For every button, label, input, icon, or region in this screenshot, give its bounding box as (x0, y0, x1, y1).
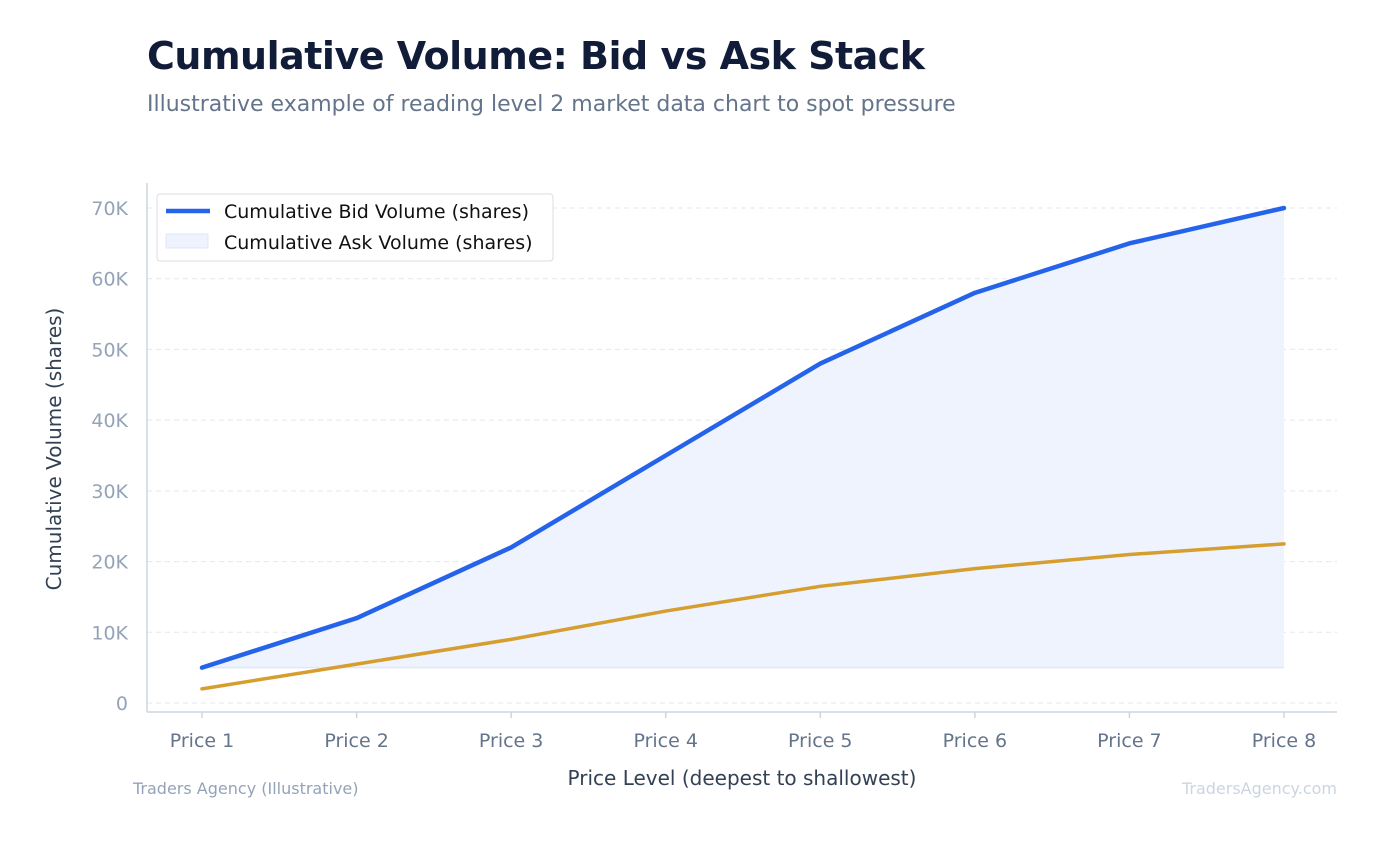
x-tick-label: Price 3 (479, 730, 543, 752)
axis-layer: 0 10K 20K 30K 40K 50K 60K 70K Price 1 Price 2 Pric… (91, 183, 1337, 752)
x-tick-label: Price 4 (633, 730, 697, 752)
legend: Cumulative Bid Volume (shares) Cumulative… (156, 193, 554, 262)
y-tick-label: 10K (91, 622, 128, 644)
series-line-ask (200, 542, 1286, 691)
y-tick-label: 70K (91, 198, 128, 220)
series-layer (199, 205, 1287, 691)
x-tick-label: Price 7 (1097, 730, 1161, 752)
y-tick-label: 40K (91, 410, 128, 432)
legend-label-ask: Cumulative Ask Volume (shares) (224, 232, 533, 254)
y-tick-label: 50K (91, 339, 128, 361)
y-tick-label: 20K (91, 552, 128, 574)
bid-fill-area (202, 208, 1284, 668)
y-tick-label: 30K (91, 481, 128, 503)
watermark: TradersAgency.com (1181, 779, 1337, 798)
fill-layer (202, 208, 1284, 669)
page-subtitle: Illustrative example of reading level 2 … (147, 92, 956, 117)
source-note: Traders Agency (Illustrative) (133, 779, 359, 798)
x-tick-label: Price 2 (324, 730, 388, 752)
legend-label-bid: Cumulative Bid Volume (shares) (224, 201, 529, 223)
x-tick-label: Price 6 (943, 730, 1007, 752)
x-tick-label: Price 5 (788, 730, 852, 752)
y-tick-label: 60K (91, 269, 128, 291)
x-axis-label: Price Level (deepest to shallowest) (568, 766, 917, 790)
y-tick-label: 0 (116, 693, 128, 715)
x-tick-label: Price 8 (1252, 730, 1316, 752)
legend-swatch-ask (165, 233, 209, 249)
legend-box (156, 193, 554, 262)
series-line-bid (199, 205, 1287, 670)
page-title: Cumulative Volume: Bid vs Ask Stack (147, 34, 925, 78)
x-tick-label: Price 1 (170, 730, 234, 752)
y-axis-label: Cumulative Volume (shares) (42, 308, 66, 591)
